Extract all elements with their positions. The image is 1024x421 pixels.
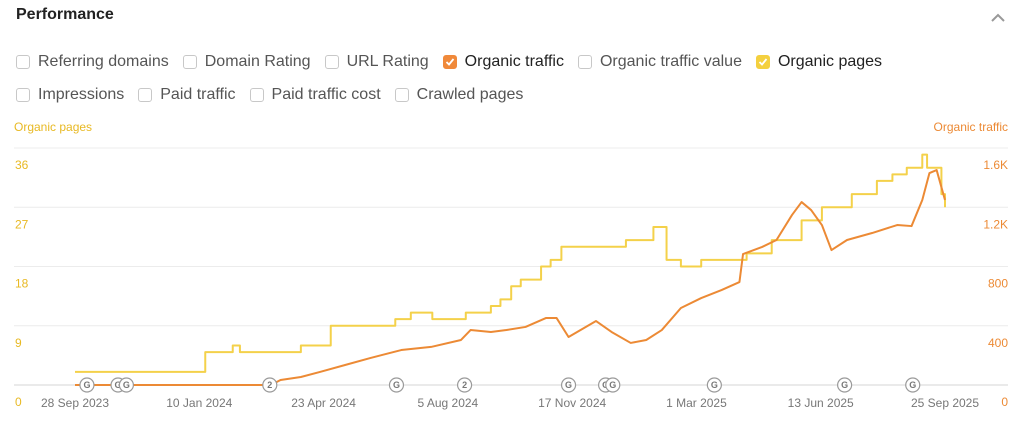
option-label: Paid traffic cost: [271, 85, 381, 103]
annotation-marker: [118, 377, 134, 393]
metric-option[interactable]: Domain Rating: [182, 52, 311, 71]
metric-option[interactable]: Organic traffic: [442, 52, 564, 71]
annotation-label: G: [711, 380, 718, 390]
annotation-marker: [456, 377, 473, 393]
annotation-label: G: [393, 380, 400, 390]
annotation-marker: [706, 377, 722, 393]
metric-option[interactable]: Paid traffic: [138, 85, 236, 104]
annotation-label: G: [841, 380, 848, 390]
y2-tick-label: 800: [988, 277, 1008, 291]
checkbox[interactable]: [249, 87, 264, 102]
metric-option[interactable]: Organic pages: [755, 52, 883, 71]
option-label: Paid traffic: [160, 85, 236, 103]
checkbox[interactable]: [16, 54, 30, 69]
annotation-marker: [388, 377, 405, 393]
x-tick-label: 5 Aug 2024: [417, 396, 478, 410]
x-tick-label: 13 Jun 2025: [788, 396, 854, 410]
y-tick-label: 9: [15, 336, 22, 350]
checkmark: [758, 57, 768, 66]
metric-option[interactable]: Referring domains: [16, 53, 169, 71]
checkbox[interactable]: [182, 54, 197, 69]
x-tick-label: 10 Jan 2024: [166, 396, 232, 410]
series-line: [75, 153, 946, 373]
annotation-marker: [262, 377, 278, 393]
metric-options: Referring domains Domain Rating URL Rating…: [16, 45, 882, 111]
checkmark: [445, 57, 454, 66]
chevron: [991, 13, 1005, 22]
checkbox[interactable]: [577, 54, 592, 69]
option-label: Organic traffic: [464, 52, 564, 70]
option-label: URL Rating: [346, 52, 429, 70]
checkbox[interactable]: [138, 87, 153, 102]
option-label: Impressions: [38, 85, 125, 103]
metric-option[interactable]: Impressions: [16, 86, 124, 104]
checkbox[interactable]: [442, 54, 457, 69]
annotation-marker: [837, 377, 853, 393]
x-tick-label: 17 Nov 2024: [538, 396, 606, 410]
y2-tick-label: 1.2K: [983, 217, 1008, 231]
widget-title: Performance: [16, 6, 114, 23]
option-label: Domain Rating: [204, 52, 311, 70]
annotation-label: 2: [267, 380, 272, 390]
y-tick-label: 36: [15, 158, 29, 172]
option-row: Referring domains Domain Rating URL Rating…: [16, 45, 882, 78]
annotation-marker: [79, 377, 95, 393]
annotation-marker: [605, 377, 621, 393]
annotation-label: G: [123, 380, 130, 390]
option-row: Impressions Paid traffic Paid traffic cost…: [16, 78, 882, 111]
y-axis-title: Organic pages: [14, 120, 92, 134]
checkbox[interactable]: [16, 87, 30, 102]
checkbox[interactable]: [394, 87, 409, 102]
x-tick-label: 28 Sep 2023: [41, 396, 109, 410]
y2-axis-title: Organic traffic: [934, 120, 1008, 134]
y-tick-label: 0: [15, 395, 22, 409]
collapse-button[interactable]: [990, 10, 1006, 26]
y2-tick-label: 1.6K: [983, 158, 1008, 172]
y-tick-label: 27: [15, 217, 29, 231]
annotation-marker: [905, 377, 921, 393]
y2-tick-label: 400: [988, 336, 1008, 350]
annotation-label: G: [609, 380, 616, 390]
metric-option[interactable]: URL Rating: [324, 52, 429, 71]
x-tick-label: 25 Sep 2025: [911, 396, 979, 410]
annotation-label: G: [909, 380, 916, 390]
option-label: Crawled pages: [416, 85, 524, 103]
option-label: Referring domains: [38, 52, 169, 70]
y2-tick-label: 0: [1001, 395, 1008, 409]
annotation-label: G: [565, 380, 572, 390]
y-tick-label: 18: [15, 277, 29, 291]
option-label: Organic traffic value: [599, 52, 742, 70]
annotation-label: 2: [462, 380, 467, 390]
checkbox[interactable]: [755, 54, 770, 69]
annotation-marker: [560, 377, 577, 393]
checkbox[interactable]: [324, 54, 339, 69]
series-line: [75, 169, 946, 386]
option-label: Organic pages: [777, 52, 883, 70]
metric-option[interactable]: Organic traffic value: [577, 52, 742, 71]
metric-option[interactable]: Crawled pages: [394, 85, 524, 104]
annotation-label: G: [83, 380, 90, 390]
x-tick-label: 1 Mar 2025: [666, 396, 727, 410]
x-tick-label: 23 Apr 2024: [291, 396, 356, 410]
metric-option[interactable]: Paid traffic cost: [249, 85, 381, 104]
annotation-label: G: [115, 380, 122, 390]
